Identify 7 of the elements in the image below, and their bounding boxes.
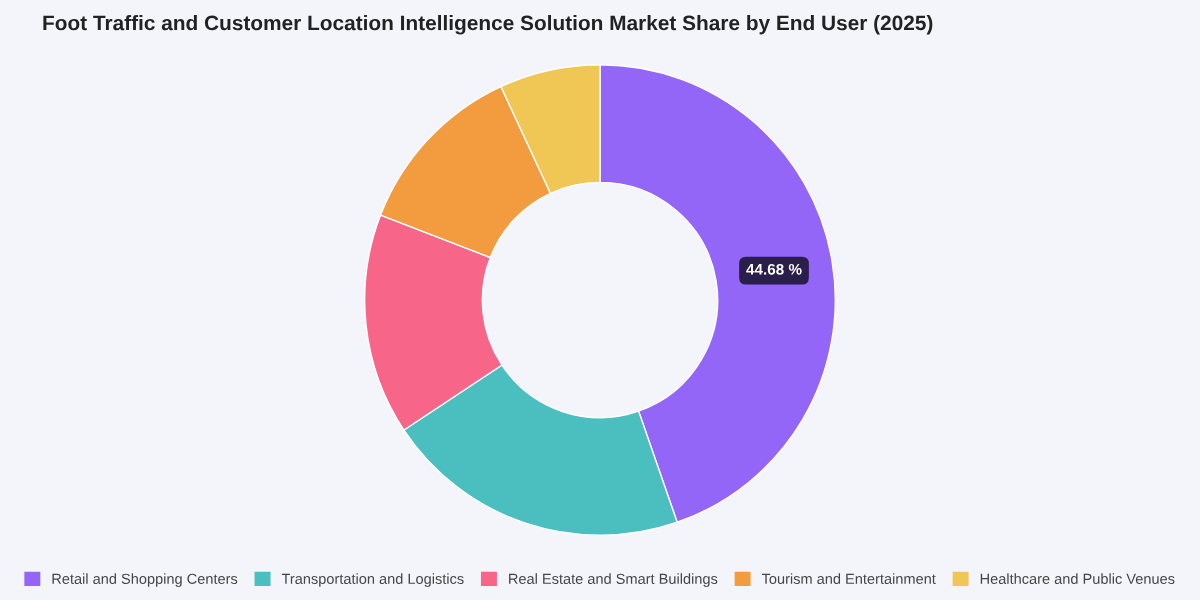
legend-label: Real Estate and Smart Buildings xyxy=(509,573,718,587)
data-label: 44.68 % xyxy=(746,263,802,275)
legend-label: Transportation and Logistics xyxy=(281,573,464,587)
legend-label: Healthcare and Public Venues xyxy=(980,573,1175,584)
chart-title: Foot Traffic and Customer Location Intelligence Solution Market Share by End User (2025) xyxy=(43,15,933,35)
legend-label: Retail and Shopping Centers xyxy=(52,573,238,587)
legend-label: Tourism and Entertainment xyxy=(761,573,936,584)
